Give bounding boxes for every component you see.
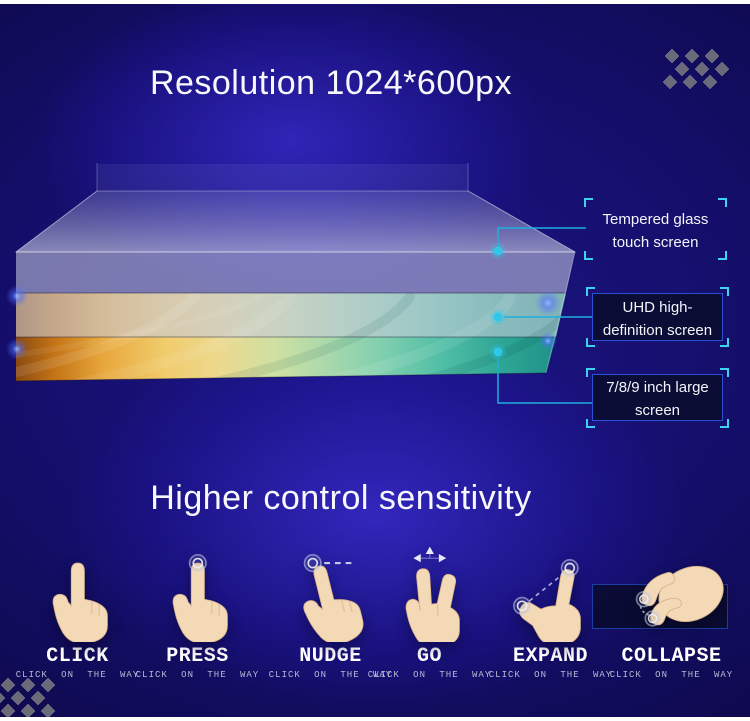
callout-brackets [584,198,729,428]
gesture-caption: CLICK ON THE WAY [15,670,140,680]
top-white-bar [0,0,750,4]
gesture-label: EXPAND [512,645,588,668]
gesture-item-go: GO CLICK ON THE WAY [368,538,500,688]
glass-back-edges [96,163,469,191]
screen-layers-illustration [6,163,729,428]
layer-bottom-edge [15,372,547,382]
click-hand-icon [40,538,114,642]
glass-back-wall [97,164,468,191]
uhd-layer [16,293,566,337]
callout-boxes [592,293,723,421]
edge-glows [6,285,561,360]
gesture-item-press: PRESS CLICK ON THE WAY [125,538,258,688]
page-title: Resolution 1024*600px [149,64,513,102]
gesture-list: CLICK CLICK ON THE WAY PRESS CLICK ON TH… [0,538,750,688]
gesture-caption: CLICK ON THE WAY [367,670,492,680]
go-hand-icon [392,538,466,642]
screen-stack [6,163,577,382]
gesture-label: PRESS [166,645,229,668]
callout-dots [490,243,506,360]
gesture-label: CLICK [46,645,109,668]
gesture-label: COLLAPSE [621,645,722,668]
gesture-label: NUDGE [299,645,362,668]
collapse-hand-icon [614,538,729,642]
diamond-pattern-top-right [662,48,730,90]
nudge-hand-icon [293,538,368,642]
gesture-item-nudge: NUDGE CLICK ON THE WAY [250,538,391,688]
glass-front-face [16,252,575,293]
gesture-item-collapse: COLLAPSE CLICK ON THE WAY [610,538,750,688]
gesture-caption: CLICK ON THE WAY [609,670,734,680]
gesture-item-click: CLICK CLICK ON THE WAY [0,538,138,688]
press-hand-icon [160,538,234,642]
expand-hand-icon [513,538,587,642]
sensitivity-heading: Higher control sensitivity [150,479,532,517]
gesture-caption: CLICK ON THE WAY [488,670,613,680]
bottom-white-bar [0,717,750,721]
display-layer [16,337,556,381]
gesture-item-expand: EXPAND CLICK ON THE WAY [489,538,625,688]
gesture-caption: CLICK ON THE WAY [268,670,393,680]
right-edge [467,190,576,374]
left-edge [15,190,98,253]
leader-lines [497,227,592,404]
gesture-caption: CLICK ON THE WAY [135,670,260,680]
gesture-label: GO [416,645,442,668]
glass-layer [14,190,577,253]
